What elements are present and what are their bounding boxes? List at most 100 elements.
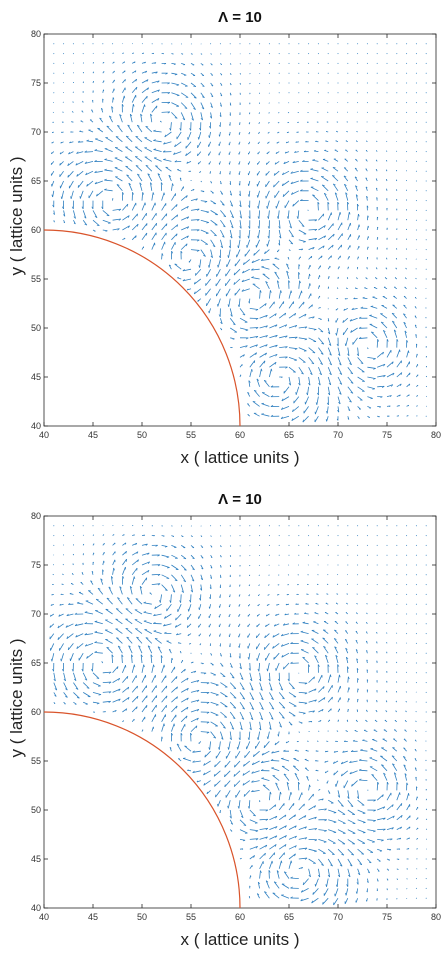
quiver-arrow-head xyxy=(324,192,327,195)
quiver-arrow xyxy=(261,750,270,756)
quiver-arrow-head xyxy=(292,203,294,207)
quiver-arrow-head xyxy=(239,204,242,208)
quiver-arrow xyxy=(294,773,300,781)
quiver-arrow-head xyxy=(352,739,355,742)
quiver-arrow xyxy=(214,780,221,787)
quiver-arrow-head xyxy=(320,720,322,722)
quiver-arrow-head xyxy=(192,760,195,763)
quiver-arrow xyxy=(406,584,408,586)
quiver-arrow xyxy=(257,229,260,239)
quiver-arrow-head xyxy=(116,637,119,639)
quiver-arrow xyxy=(153,149,162,152)
quiver-arrow xyxy=(425,278,427,280)
quiver-arrow xyxy=(112,551,116,556)
quiver-arrow-head xyxy=(127,686,130,690)
quiver-arrow xyxy=(233,278,241,285)
quiver-arrow xyxy=(425,633,427,635)
quiver-arrow-head xyxy=(265,880,269,883)
quiver-arrow xyxy=(343,175,349,182)
quiver-arrow xyxy=(308,535,310,537)
quiver-arrow xyxy=(288,853,296,860)
quiver-arrow-head xyxy=(84,150,87,153)
quiver-arrow-head xyxy=(266,604,268,606)
quiver-arrow xyxy=(198,613,202,619)
quiver-arrow xyxy=(323,646,329,654)
x-tick-label: 80 xyxy=(431,912,441,922)
quiver-arrow xyxy=(337,376,343,385)
quiver-arrow-head xyxy=(271,707,275,710)
quiver-arrow-head xyxy=(247,391,250,394)
quiver-arrow-head xyxy=(83,216,87,219)
quiver-arrow-head xyxy=(265,352,267,356)
quiver-arrow xyxy=(122,676,129,683)
quiver-arrow-head xyxy=(317,201,320,205)
quiver-arrow xyxy=(380,755,388,762)
quiver-arrow-head xyxy=(146,79,149,82)
quiver-arrow xyxy=(298,815,307,821)
quiver-arrow xyxy=(377,817,386,821)
quiver-arrow xyxy=(415,672,417,674)
quiver-arrow xyxy=(195,268,202,276)
quiver-arrow xyxy=(265,170,270,176)
quiver-arrow xyxy=(337,233,343,241)
quiver-arrow xyxy=(241,278,250,283)
quiver-arrow xyxy=(239,662,242,670)
x-tick-label: 45 xyxy=(88,912,98,922)
quiver-arrow xyxy=(181,687,189,693)
quiver-arrow xyxy=(376,92,378,94)
quiver-arrow xyxy=(259,335,268,339)
quiver-arrow-head xyxy=(371,774,375,776)
quiver-arrow-head xyxy=(84,633,87,636)
quiver-arrow-head xyxy=(179,128,182,131)
quiver-arrow xyxy=(131,86,138,94)
quiver-arrow xyxy=(362,297,368,299)
quiver-arrow-head xyxy=(145,165,149,167)
quiver-arrow xyxy=(161,241,166,250)
quiver-arrow-head xyxy=(192,770,195,773)
quiver-arrow-head xyxy=(119,586,122,589)
quiver-arrow xyxy=(386,72,388,74)
quiver-arrow xyxy=(337,535,339,537)
quiver-arrow xyxy=(151,202,156,211)
quiver-arrow xyxy=(386,395,392,397)
quiver-arrow xyxy=(308,805,316,811)
quiver-arrow xyxy=(406,574,408,576)
quiver-arrow xyxy=(281,180,290,187)
quiver-arrow-head xyxy=(75,634,78,638)
quiver-arrow xyxy=(425,711,427,713)
quiver-arrow-head xyxy=(49,614,52,617)
quiver-arrow-head xyxy=(373,358,376,360)
quiver-arrow-head xyxy=(380,396,383,399)
quiver-arrow-head xyxy=(111,576,114,579)
quiver-arrow xyxy=(357,554,359,556)
quiver-arrow-head xyxy=(283,852,285,856)
quiver-arrow-head xyxy=(220,84,223,86)
quiver-arrow-head xyxy=(391,755,395,757)
quiver-arrow-head xyxy=(109,115,112,118)
quiver-arrow-head xyxy=(250,717,254,720)
quiver-arrow xyxy=(269,815,278,821)
quiver-arrow-head xyxy=(118,218,122,221)
quiver-arrow-head xyxy=(255,309,259,311)
quiver-arrow-head xyxy=(303,150,306,153)
quiver-arrow-head xyxy=(356,882,359,885)
quiver-arrow xyxy=(247,392,251,397)
quiver-arrow xyxy=(247,633,251,638)
quiver-arrow-head xyxy=(394,329,397,332)
quiver-arrow xyxy=(114,167,123,172)
quiver-arrow xyxy=(141,213,147,221)
quiver-arrow-head xyxy=(285,346,288,349)
quiver-arrow xyxy=(366,574,368,576)
quiver-arrow xyxy=(322,897,329,905)
quiver-arrow-head xyxy=(118,678,121,681)
quiver-arrow-head xyxy=(241,717,245,720)
quiver-arrow-head xyxy=(111,654,114,657)
quiver-arrow xyxy=(259,43,261,45)
quiver-arrow-head xyxy=(264,891,267,893)
quiver-arrow xyxy=(297,210,300,219)
quiver-arrow-head xyxy=(185,153,187,156)
quiver-arrow-head xyxy=(289,226,292,229)
quiver-arrow xyxy=(366,535,368,537)
quiver-arrow xyxy=(134,619,143,625)
quiver-arrow xyxy=(49,623,55,628)
